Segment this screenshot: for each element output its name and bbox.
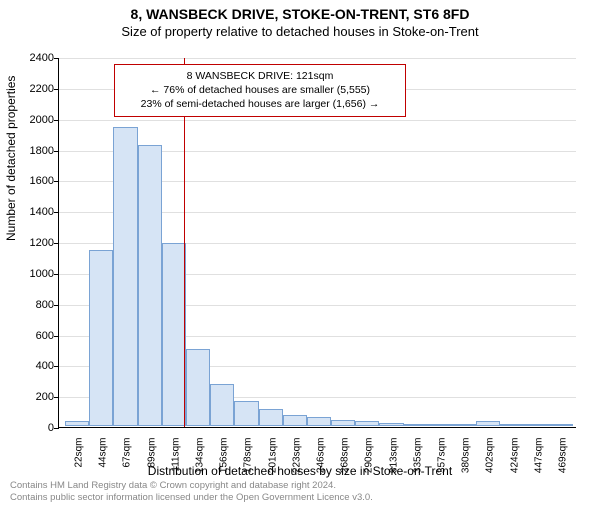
annotation-line-1: 8 WANSBECK DRIVE: 121sqm bbox=[123, 69, 397, 83]
histogram-bar bbox=[404, 424, 428, 426]
annotation-line-3: 23% of semi-detached houses are larger (… bbox=[123, 97, 397, 111]
ytick-mark bbox=[54, 274, 59, 275]
histogram-bar bbox=[331, 420, 355, 426]
chart-subtitle: Size of property relative to detached ho… bbox=[0, 24, 600, 39]
histogram-bar bbox=[65, 421, 89, 426]
xtick-label: 246sqm bbox=[316, 438, 327, 486]
xtick-label: 201sqm bbox=[267, 438, 278, 486]
histogram-bar bbox=[307, 417, 331, 426]
xtick-label: 156sqm bbox=[219, 438, 230, 486]
xtick-label: 469sqm bbox=[557, 438, 568, 486]
histogram-bar bbox=[210, 384, 234, 426]
ytick-mark bbox=[54, 366, 59, 367]
histogram-bar bbox=[500, 424, 524, 426]
ytick-label: 600 bbox=[14, 330, 54, 342]
histogram-bar bbox=[162, 243, 186, 426]
ytick-mark bbox=[54, 89, 59, 90]
ytick-label: 2400 bbox=[14, 52, 54, 64]
xtick-label: 22sqm bbox=[74, 438, 85, 486]
footer-line-1: Contains HM Land Registry data © Crown c… bbox=[10, 480, 373, 492]
footer-line-2: Contains public sector information licen… bbox=[10, 492, 373, 504]
histogram-bar bbox=[89, 250, 113, 426]
ytick-mark bbox=[54, 336, 59, 337]
xtick-label: 111sqm bbox=[170, 438, 181, 486]
gridline bbox=[59, 58, 576, 59]
xtick-label: 447sqm bbox=[533, 438, 544, 486]
histogram-bar bbox=[549, 424, 573, 426]
xtick-label: 357sqm bbox=[436, 438, 447, 486]
ytick-mark bbox=[54, 243, 59, 244]
xtick-label: 380sqm bbox=[461, 438, 472, 486]
xtick-label: 313sqm bbox=[388, 438, 399, 486]
xtick-label: 335sqm bbox=[412, 438, 423, 486]
histogram-bar bbox=[113, 127, 137, 426]
ytick-mark bbox=[54, 305, 59, 306]
annotation-line-2: ← 76% of detached houses are smaller (5,… bbox=[123, 83, 397, 97]
xtick-label: 290sqm bbox=[364, 438, 375, 486]
xtick-label: 402sqm bbox=[485, 438, 496, 486]
footer-attribution: Contains HM Land Registry data © Crown c… bbox=[10, 480, 373, 504]
xtick-label: 67sqm bbox=[122, 438, 133, 486]
ytick-label: 1600 bbox=[14, 175, 54, 187]
ytick-mark bbox=[54, 151, 59, 152]
xtick-label: 223sqm bbox=[291, 438, 302, 486]
x-axis-label: Distribution of detached houses by size … bbox=[0, 464, 600, 478]
ytick-label: 1200 bbox=[14, 237, 54, 249]
annotation-box: 8 WANSBECK DRIVE: 121sqm ← 76% of detach… bbox=[114, 64, 406, 117]
ytick-label: 2000 bbox=[14, 114, 54, 126]
ytick-mark bbox=[54, 397, 59, 398]
ytick-label: 0 bbox=[14, 422, 54, 434]
chart-area: 8 WANSBECK DRIVE: 121sqm ← 76% of detach… bbox=[58, 58, 576, 428]
xtick-label: 44sqm bbox=[98, 438, 109, 486]
ytick-label: 200 bbox=[14, 391, 54, 403]
xtick-label: 89sqm bbox=[146, 438, 157, 486]
histogram-bar bbox=[234, 401, 258, 426]
histogram-bar bbox=[259, 409, 283, 426]
histogram-bar bbox=[138, 145, 162, 426]
histogram-bar bbox=[476, 421, 500, 426]
histogram-bar bbox=[283, 415, 307, 426]
histogram-bar bbox=[379, 423, 403, 426]
ytick-mark bbox=[54, 58, 59, 59]
xtick-label: 268sqm bbox=[340, 438, 351, 486]
ytick-label: 800 bbox=[14, 299, 54, 311]
ytick-mark bbox=[54, 120, 59, 121]
xtick-label: 134sqm bbox=[195, 438, 206, 486]
ytick-label: 1000 bbox=[14, 268, 54, 280]
histogram-bar bbox=[186, 349, 210, 426]
ytick-label: 1400 bbox=[14, 206, 54, 218]
ytick-label: 1800 bbox=[14, 145, 54, 157]
histogram-bar bbox=[355, 421, 379, 426]
ytick-mark bbox=[54, 428, 59, 429]
ytick-mark bbox=[54, 181, 59, 182]
xtick-label: 424sqm bbox=[509, 438, 520, 486]
ytick-mark bbox=[54, 212, 59, 213]
chart-title: 8, WANSBECK DRIVE, STOKE-ON-TRENT, ST6 8… bbox=[0, 6, 600, 22]
histogram-bar bbox=[428, 424, 452, 426]
ytick-label: 400 bbox=[14, 360, 54, 372]
histogram-bar bbox=[452, 424, 476, 426]
gridline bbox=[59, 120, 576, 121]
histogram-bar bbox=[525, 424, 549, 426]
xtick-label: 178sqm bbox=[243, 438, 254, 486]
ytick-label: 2200 bbox=[14, 83, 54, 95]
